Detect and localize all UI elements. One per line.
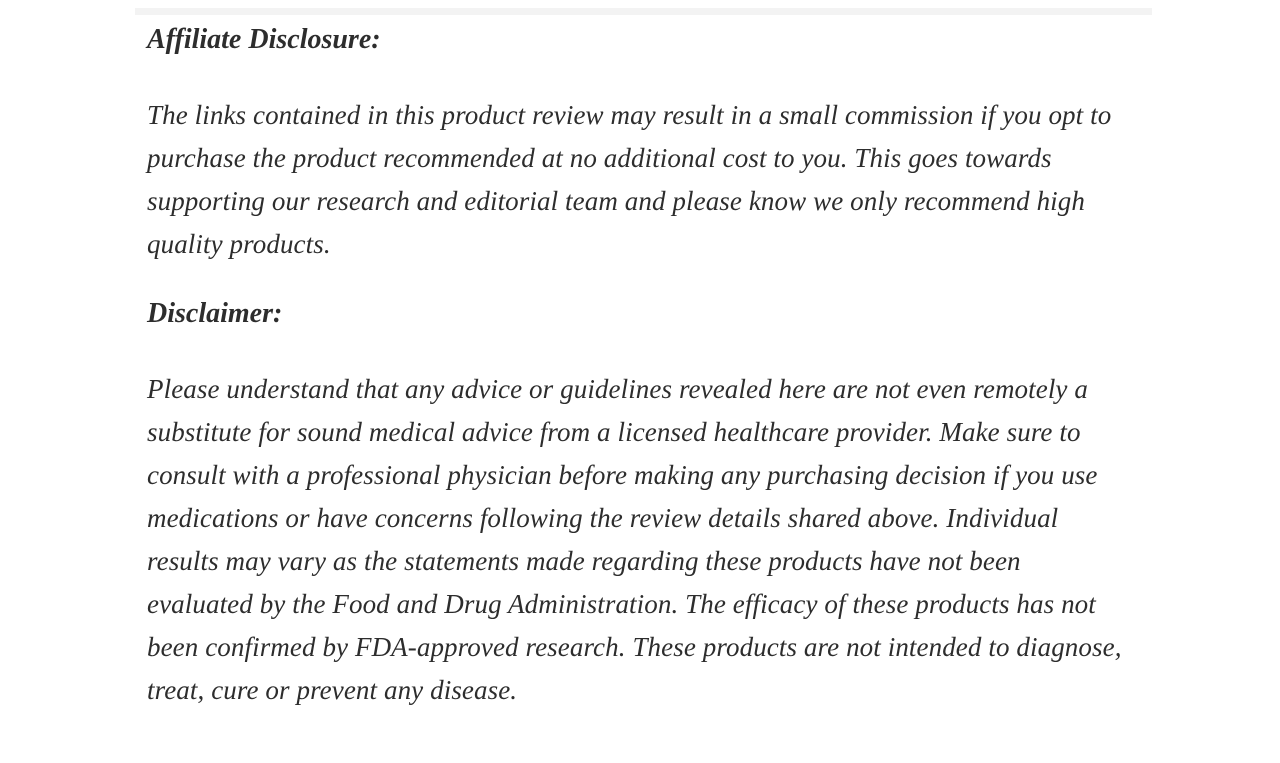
section-affiliate-disclosure: Affiliate Disclosure: The links containe… — [147, 22, 1132, 266]
article-body: Affiliate Disclosure: The links containe… — [147, 22, 1132, 742]
affiliate-disclosure-paragraph: The links contained in this product revi… — [147, 100, 1112, 259]
disclaimer-heading: Disclaimer: — [147, 298, 283, 329]
section-disclaimer: Disclaimer: Please understand that any a… — [147, 296, 1132, 712]
affiliate-disclosure-heading: Affiliate Disclosure: — [147, 24, 381, 55]
disclaimer-paragraph: Please understand that any advice or gui… — [147, 374, 1122, 705]
top-divider — [135, 8, 1152, 15]
